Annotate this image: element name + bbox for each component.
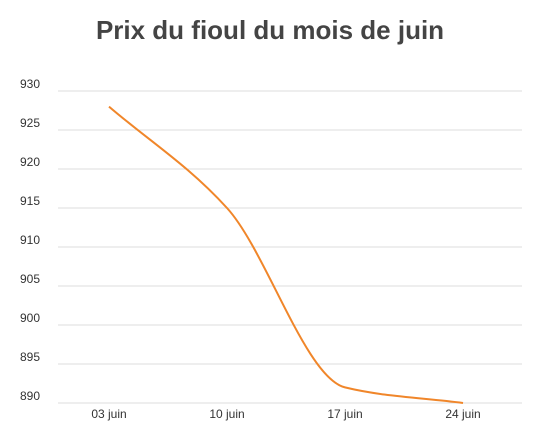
y-tick-label: 910 [20,233,40,247]
y-tick-label: 890 [20,389,40,403]
x-tick-label: 10 juin [209,407,244,421]
y-tick-label: 930 [20,77,40,91]
y-tick-label: 915 [20,194,40,208]
y-tick-label: 900 [20,311,40,325]
chart-title: Prix du fioul du mois de juin [96,15,444,45]
y-tick-label: 925 [20,116,40,130]
x-tick-label: 03 juin [91,407,126,421]
x-tick-label: 24 juin [445,407,480,421]
y-tick-label: 905 [20,272,40,286]
x-tick-label: 17 juin [327,407,362,421]
y-tick-label: 895 [20,350,40,364]
y-tick-label: 920 [20,155,40,169]
price-line [108,105,464,404]
